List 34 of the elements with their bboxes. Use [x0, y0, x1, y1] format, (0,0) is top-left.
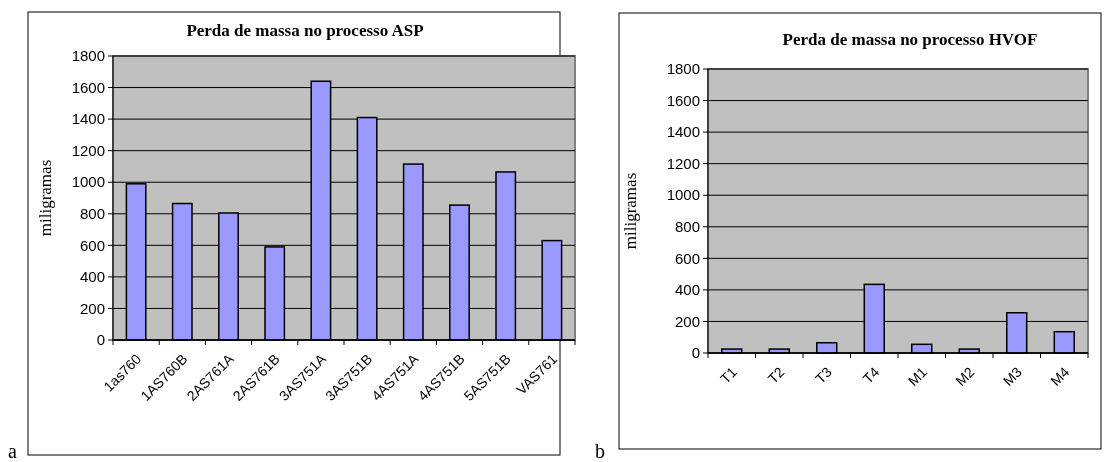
- y-tick-label: 0: [96, 331, 105, 349]
- chart-title: Perda de massa no processo ASP: [186, 21, 424, 40]
- y-tick-label: 200: [79, 299, 105, 317]
- text: a: [8, 440, 17, 462]
- y-tick-label: 1400: [71, 110, 105, 128]
- y-tick-label: 1600: [666, 91, 700, 109]
- y-tick-label: 1400: [666, 123, 700, 141]
- y-tick-label: 400: [79, 268, 105, 286]
- y-axis-title: miligramas: [621, 172, 640, 250]
- x-tick-label: T2: [764, 363, 788, 387]
- y-tick-label: 200: [674, 312, 700, 330]
- y-tick-label: 400: [674, 281, 700, 299]
- x-tick-label: T3: [812, 363, 836, 387]
- y-tick-label: 800: [79, 205, 105, 223]
- y-tick-label: 800: [674, 218, 700, 236]
- y-axis-title: miligramas: [36, 159, 55, 237]
- y-tick-label: 1200: [71, 141, 105, 159]
- y-tick-label: 1800: [666, 60, 700, 78]
- text: b: [595, 440, 605, 462]
- y-tick-label: 1000: [666, 186, 700, 204]
- y-tick-label: 1000: [71, 173, 105, 191]
- x-tick-label: T1: [717, 363, 741, 387]
- y-tick-label: 600: [79, 236, 105, 254]
- y-tick-label: 0: [691, 344, 700, 362]
- y-tick-label: 1800: [71, 47, 105, 65]
- x-tick-label: M1: [904, 363, 931, 389]
- y-tick-label: 1200: [666, 154, 700, 172]
- chart-title: Perda de massa no processo HVOF: [782, 30, 1038, 49]
- y-tick-label: 1600: [71, 78, 105, 96]
- y-tick-label: 600: [674, 249, 700, 267]
- x-tick-label: M3: [999, 363, 1026, 389]
- x-tick-label: M4: [1047, 363, 1073, 389]
- x-tick-label: T4: [859, 363, 883, 387]
- x-tick-label: M2: [952, 363, 978, 389]
